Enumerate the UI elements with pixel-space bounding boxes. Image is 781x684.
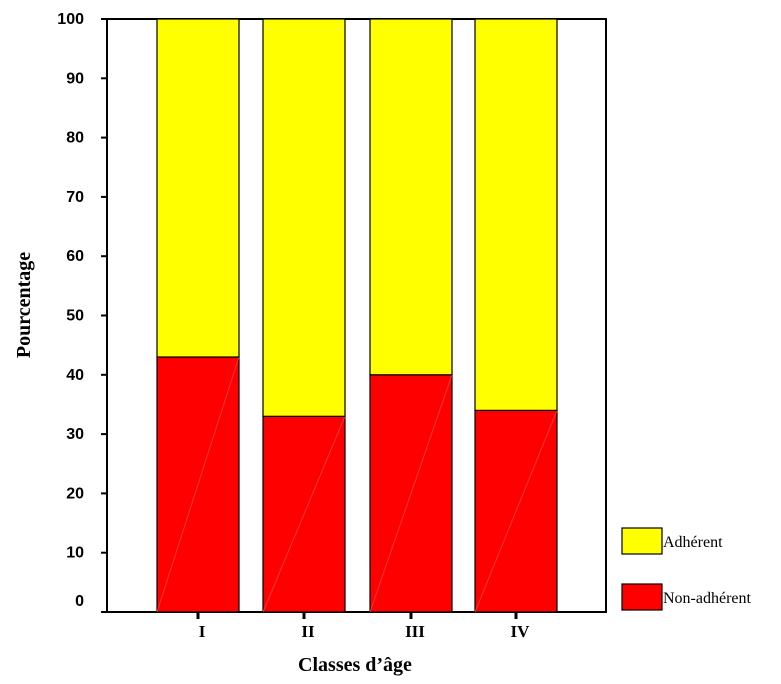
y-tick-label: 10 [66,545,84,562]
legend-swatch-non-adherent [621,583,663,611]
bar-adherent-i [156,18,240,358]
y-tick-label: 20 [66,485,84,502]
y-tick-label: 90 [66,70,84,87]
y-axis-ticks: 0 10 20 30 40 50 60 70 80 90 100 [57,11,107,613]
y-tick-label: 70 [66,189,84,206]
bar-adherent-iii [369,18,453,376]
x-axis-ticks: I II III IV [196,612,531,641]
bar-hatch-iii [369,374,453,613]
y-tick-label: 40 [66,367,84,384]
bar-hatch-iv [474,410,558,613]
x-axis-title: Classes d’âge [298,654,412,676]
bar-hatch-ii [262,416,346,613]
y-tick-label: 0 [75,593,84,610]
legend-label-non-adherent: Non-adhérent [663,590,752,607]
x-tick-label: III [405,622,425,641]
x-tick-label: I [199,622,206,641]
y-tick-label: 60 [66,248,84,265]
y-axis-title: Pourcentage [13,252,35,358]
legend-label-adherent: Adhérent [663,534,723,551]
bar-adherent-iv [474,18,558,411]
y-tick-label: 80 [66,130,84,147]
y-tick-label: 30 [66,426,84,443]
bar-hatch-i [156,356,240,613]
y-tick-label: 50 [66,308,84,325]
y-tick-label: 100 [57,11,84,28]
x-tick-label: II [301,622,315,641]
legend-swatch-adherent [621,527,663,555]
bars-group [156,18,558,613]
bar-adherent-ii [262,18,346,417]
legend: Adhérent Non-adhérent [621,527,752,611]
x-tick-label: IV [511,622,531,641]
